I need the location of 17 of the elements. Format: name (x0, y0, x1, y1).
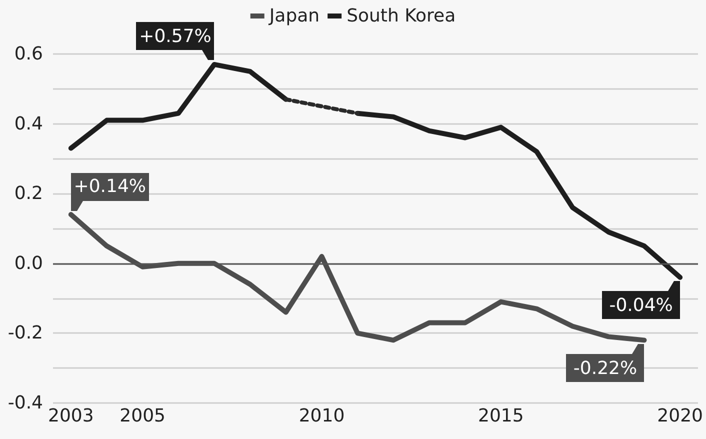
y-tick-label: -0.4 (8, 392, 43, 414)
x-tick-label: 2010 (298, 406, 345, 426)
x-tick-label: 2005 (120, 406, 166, 426)
legend-label: Japan (268, 6, 320, 26)
x-tick-label: 2003 (48, 406, 94, 426)
annotation: +0.14% (70, 172, 149, 201)
x-tick-label: 2015 (478, 406, 524, 426)
y-tick-label: 0.4 (14, 113, 43, 134)
y-tick-label: 0.0 (14, 252, 43, 274)
annotation: -0.22% (566, 354, 644, 382)
annotation: +0.57% (136, 22, 214, 50)
legend-label: South Korea (346, 6, 456, 26)
x-tick-label: 2020 (657, 406, 703, 426)
annotation: -0.04% (602, 291, 680, 320)
y-tick-label: -0.2 (8, 322, 43, 344)
y-tick-label: 0.2 (14, 183, 43, 204)
y-tick-label: 0.6 (14, 44, 43, 64)
